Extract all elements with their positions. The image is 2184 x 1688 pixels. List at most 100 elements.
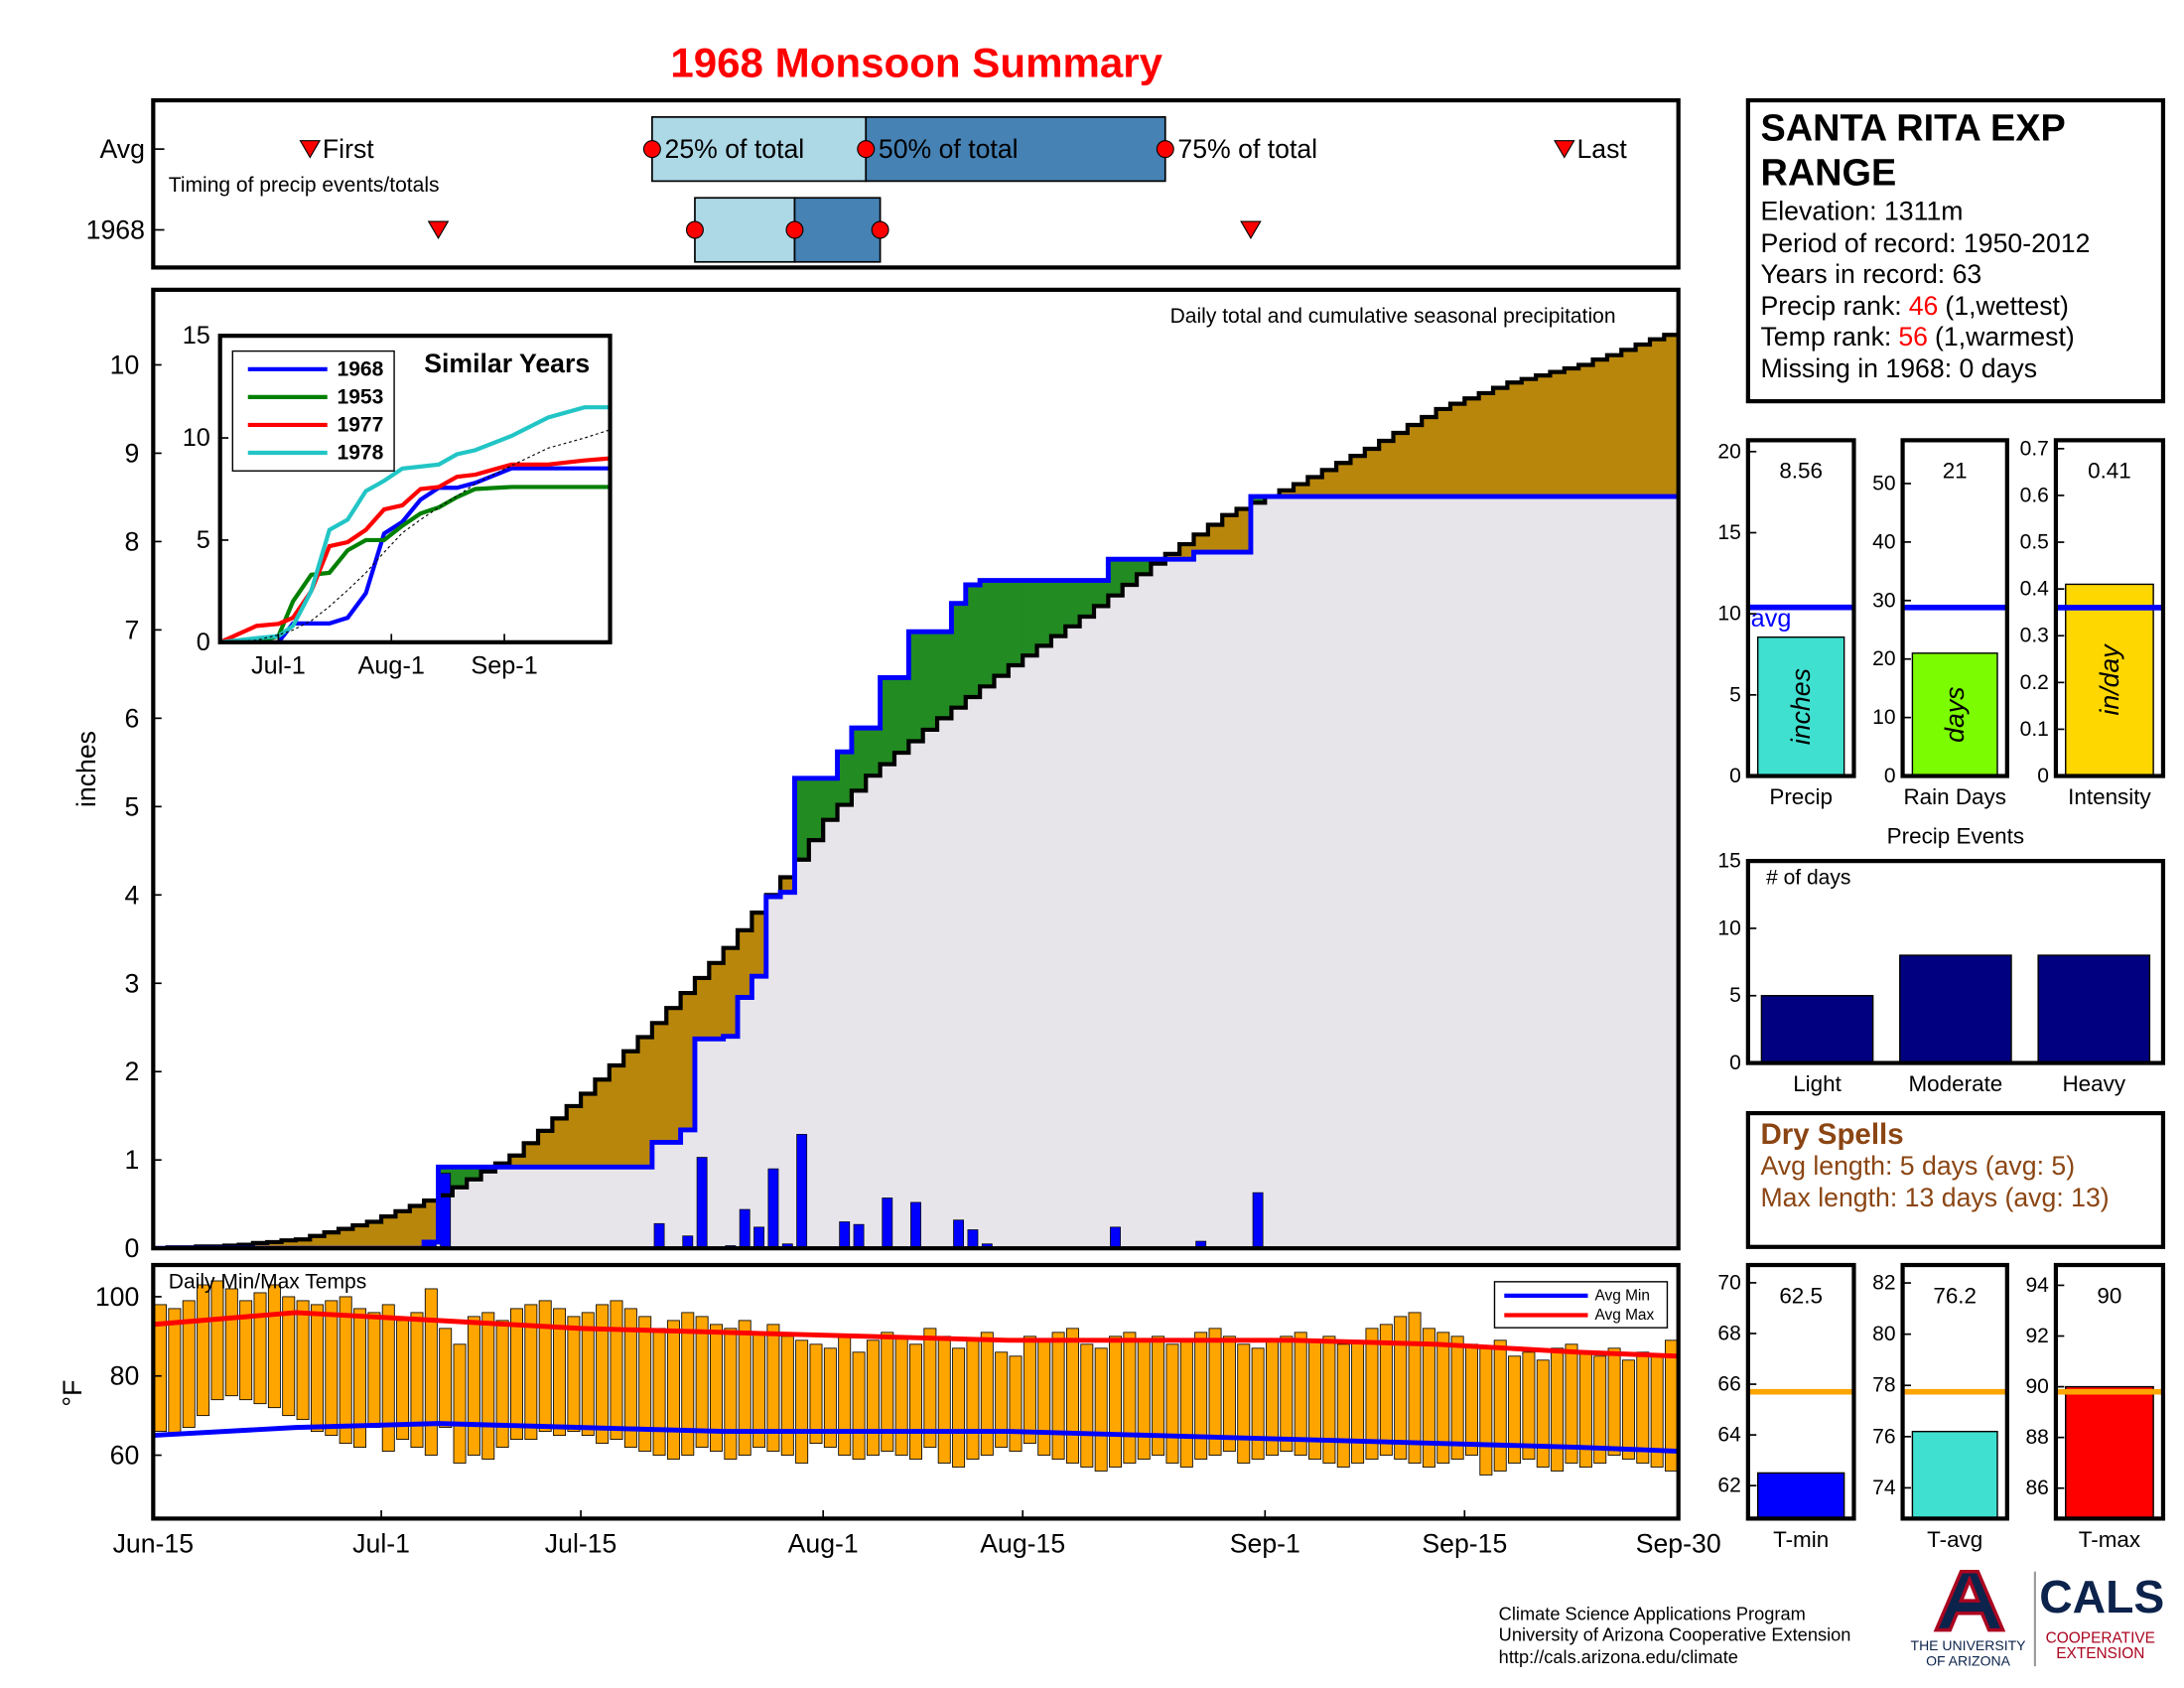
temp-bar xyxy=(923,1328,937,1448)
below-fill xyxy=(666,1008,682,1143)
y-tick-label: 0.7 xyxy=(2020,437,2049,460)
base-fill xyxy=(595,1167,611,1249)
base-fill xyxy=(1678,496,1679,1249)
below-fill xyxy=(1449,403,1465,497)
frame xyxy=(1900,1262,2009,1521)
rank-note: (1,wettest) xyxy=(1945,291,2069,322)
frame xyxy=(151,287,1681,1251)
base-fill xyxy=(566,1167,582,1249)
below-fill xyxy=(381,1216,396,1249)
station-line: Elevation: 1311m xyxy=(1760,198,1964,227)
plot-area xyxy=(219,405,611,642)
temp-bar xyxy=(695,1316,709,1448)
plot-area xyxy=(153,1280,1679,1476)
above-fill xyxy=(1093,580,1109,607)
below-fill xyxy=(1521,378,1537,497)
y-tick-label: 94 xyxy=(2025,1274,2049,1297)
chart-title: 1968 Monsoon Summary xyxy=(670,40,1162,86)
base-fill xyxy=(709,1039,725,1249)
temp-bar xyxy=(909,1343,922,1460)
below-fill xyxy=(1507,382,1523,497)
temp-bar xyxy=(1593,1355,1607,1464)
y-tick-label: 0 xyxy=(1729,765,1741,787)
base-fill xyxy=(452,1187,468,1249)
y-tick-label: 3 xyxy=(124,968,139,998)
chart-subtitle: Precip Events xyxy=(1887,823,2024,848)
base-fill xyxy=(609,1167,624,1249)
base-fill xyxy=(1207,552,1223,1249)
annotation: Daily total and cumulative seasonal prec… xyxy=(1170,305,1616,328)
timing-label: First xyxy=(323,134,374,164)
base-fill xyxy=(1265,496,1281,1249)
temp-bar xyxy=(439,1328,453,1429)
below-fill xyxy=(1493,387,1508,497)
temp-bar xyxy=(353,1308,367,1448)
temp-bar xyxy=(282,1296,296,1417)
base-fill xyxy=(1435,496,1451,1249)
y-tick-label: 0.3 xyxy=(2020,625,2049,647)
temp-bar xyxy=(952,1347,966,1468)
above-fill xyxy=(1036,580,1052,646)
station-line: Precip rank: 46 (1,wettest) xyxy=(1760,292,2158,324)
temp-bar xyxy=(495,1320,509,1448)
temp-bar xyxy=(1109,1336,1123,1468)
above-fill xyxy=(808,777,824,841)
temp-bar xyxy=(1222,1336,1236,1452)
base-fill xyxy=(1379,496,1394,1249)
temp-bar xyxy=(710,1324,723,1452)
y-tick-label: 5 xyxy=(1729,683,1741,706)
early-box xyxy=(694,197,796,263)
base-fill xyxy=(808,840,824,1249)
daily-bar xyxy=(1252,1192,1264,1249)
unit-label: in/day xyxy=(2095,643,2124,716)
temp-bar xyxy=(1365,1328,1379,1460)
x-tick-label: Heavy xyxy=(2062,1071,2125,1096)
base-fill xyxy=(1393,496,1409,1249)
x-tick-label: Jul-15 xyxy=(545,1529,617,1559)
temp-bar xyxy=(509,1308,523,1441)
above-fill xyxy=(851,728,867,791)
above-fill xyxy=(1065,580,1081,627)
temp-bar xyxy=(1551,1347,1565,1472)
y-tick-label: 0.5 xyxy=(2020,531,2049,554)
below-fill xyxy=(1536,375,1551,497)
temp-bar xyxy=(1636,1351,1650,1464)
temp-bar xyxy=(210,1280,224,1401)
temp-bar xyxy=(1379,1324,1393,1456)
y-tick-label: 66 xyxy=(1717,1373,1740,1396)
temp-bar xyxy=(453,1343,467,1464)
value-label: 8.56 xyxy=(1779,459,1823,484)
y-tick-label: 5 xyxy=(1729,984,1741,1007)
temp-bar xyxy=(738,1320,751,1456)
base-fill xyxy=(1151,563,1166,1249)
below-fill xyxy=(680,993,696,1130)
x-label: T-max xyxy=(2079,1527,2140,1552)
base-fill xyxy=(623,1167,638,1249)
annotation: # of days xyxy=(1766,866,1850,889)
base-fill xyxy=(1464,496,1480,1249)
below-fill xyxy=(1578,364,1593,497)
x-tick-label: Light xyxy=(1793,1071,1842,1096)
below-fill xyxy=(1621,350,1637,497)
y-tick-label: 0.2 xyxy=(2020,671,2049,694)
base-fill xyxy=(1279,496,1295,1249)
y-tick-label: 92 xyxy=(2025,1325,2048,1347)
base-fill xyxy=(866,775,882,1249)
value-label: 21 xyxy=(1943,459,1968,484)
annotation: Daily Min/Max Temps xyxy=(169,1270,366,1293)
rank-label: Precip rank: xyxy=(1760,291,1902,322)
temp-bar xyxy=(1565,1343,1578,1464)
below-fill xyxy=(1279,490,1295,497)
legend-label: 1977 xyxy=(338,413,384,436)
base-fill xyxy=(1507,496,1523,1249)
y-tick-label: 78 xyxy=(1872,1374,1895,1397)
frame xyxy=(2053,1262,2166,1521)
frame xyxy=(1900,438,2009,778)
y-tick-label: 7 xyxy=(124,615,139,644)
below-fill xyxy=(366,1221,382,1249)
above-fill xyxy=(937,632,952,719)
temp-bar xyxy=(1436,1332,1450,1464)
base-fill xyxy=(523,1167,539,1249)
above-fill xyxy=(467,1167,482,1180)
